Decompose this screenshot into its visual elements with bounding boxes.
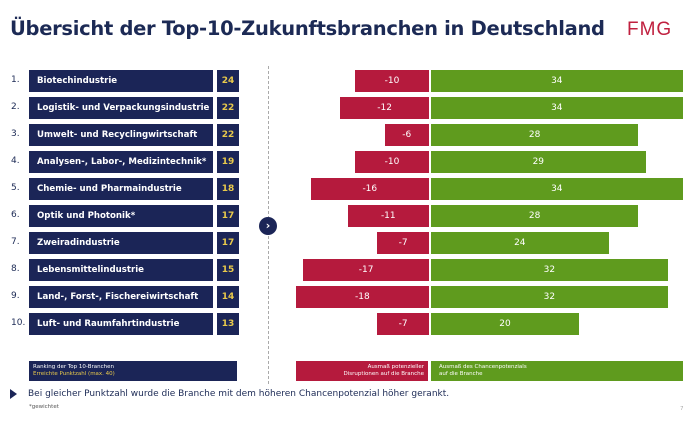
rank-label: 2. — [11, 102, 20, 112]
chart-row: 5. Chemie- und Pharmaindustrie 18 -16 34 — [0, 178, 696, 200]
score-label: 19 — [217, 151, 239, 173]
disruption-bar: -12 — [340, 97, 429, 119]
disruption-bar: -11 — [347, 205, 429, 227]
score-label: 22 — [217, 124, 239, 146]
score-label: 24 — [217, 70, 239, 92]
fmg-logo: FMG — [627, 19, 673, 40]
category-label: Optik und Photonik* — [29, 205, 213, 227]
category-label: Luft- und Raumfahrtindustrie — [29, 313, 213, 335]
legend-opportunity: Ausmaß des Chancenpotenzials auf die Bra… — [431, 361, 683, 381]
bullet-triangle-icon — [10, 389, 17, 399]
category-label: Logistik- und Verpackungsindustrie — [29, 97, 213, 119]
disruption-bar: -18 — [295, 286, 429, 308]
disruption-bar: -6 — [384, 124, 429, 146]
category-label: Lebensmittelindustrie — [29, 259, 213, 281]
opportunity-bar: 24 — [431, 232, 609, 254]
legend-ranking: Ranking der Top 10-Branchen Erreichte Pu… — [29, 361, 237, 381]
rank-label: 9. — [11, 291, 20, 301]
disruption-bar: -16 — [310, 178, 429, 200]
legend-disruption: Ausmaß potenzieller Disruptionen auf die… — [296, 361, 428, 381]
rank-label: 7. — [11, 237, 20, 247]
score-label: 13 — [217, 313, 239, 335]
opportunity-bar: 29 — [431, 151, 646, 173]
score-label: 17 — [217, 232, 239, 254]
disruption-bar: -10 — [355, 70, 429, 92]
disruption-bar: -7 — [377, 313, 429, 335]
rank-label: 3. — [11, 129, 20, 139]
chart-row: 7. Zweiradindustrie 17 -7 24 — [0, 232, 696, 254]
opportunity-bar: 34 — [431, 70, 683, 92]
opportunity-bar: 28 — [431, 124, 639, 146]
category-label: Land-, Forst-, Fischereiwirtschaft — [29, 286, 213, 308]
category-label: Chemie- und Pharmaindustrie — [29, 178, 213, 200]
category-label: Analysen-, Labor-, Medizintechnik* — [29, 151, 213, 173]
category-label: Zweiradindustrie — [29, 232, 213, 254]
chart-row: 9. Land-, Forst-, Fischereiwirtschaft 14 -1… — [0, 286, 696, 308]
opportunity-bar: 32 — [431, 286, 668, 308]
opportunity-bar: 34 — [431, 97, 683, 119]
chart-row: 1. Biotechindustrie 24 -10 34 — [0, 70, 696, 92]
legend-ranking-title: Ranking der Top 10-Branchen — [33, 364, 114, 370]
legend-red-line2: Disruptionen auf die Branche — [343, 371, 425, 377]
chevron-right-icon[interactable]: › — [259, 217, 277, 235]
chart-row: 4. Analysen-, Labor-, Medizintechnik* 19 -1… — [0, 151, 696, 173]
rank-label: 8. — [11, 264, 20, 274]
opportunity-bar: 28 — [431, 205, 639, 227]
chart-row: 6. Optik und Photonik* 17 -11 28 — [0, 205, 696, 227]
chart-row: 2. Logistik- und Verpackungsindustrie 22 -1… — [0, 97, 696, 119]
disruption-bar: -7 — [377, 232, 429, 254]
score-label: 15 — [217, 259, 239, 281]
score-label: 17 — [217, 205, 239, 227]
category-label: Biotechindustrie — [29, 70, 213, 92]
page-title: Übersicht der Top-10-Zukunftsbranchen in… — [10, 17, 605, 40]
rank-label: 4. — [11, 156, 20, 166]
rank-label: 10. — [11, 318, 26, 328]
ranking-note: Bei gleicher Punktzahl wurde die Branche… — [28, 389, 450, 399]
score-label: 14 — [217, 286, 239, 308]
score-label: 18 — [217, 178, 239, 200]
page-number: 7 — [680, 406, 684, 412]
footnote: *gewichtet — [29, 404, 59, 410]
legend-green-line2: auf die Branche — [439, 371, 483, 377]
legend-ranking-subtitle: Erreichte Punktzahl (max. 40) — [33, 371, 115, 377]
category-label: Umwelt- und Recyclingwirtschaft — [29, 124, 213, 146]
opportunity-bar: 20 — [431, 313, 579, 335]
disruption-bar: -10 — [355, 151, 429, 173]
rank-label: 5. — [11, 183, 20, 193]
score-label: 22 — [217, 97, 239, 119]
chart-row: 3. Umwelt- und Recyclingwirtschaft 22 -6 28 — [0, 124, 696, 146]
rank-label: 1. — [11, 75, 20, 85]
chart-row: 10. Luft- und Raumfahrtindustrie 13 -7 20 — [0, 313, 696, 335]
opportunity-bar: 32 — [431, 259, 668, 281]
rank-label: 6. — [11, 210, 20, 220]
opportunity-bar: 34 — [431, 178, 683, 200]
legend-green-line1: Ausmaß des Chancenpotenzials — [439, 364, 527, 370]
chart-row: 8. Lebensmittelindustrie 15 -17 32 — [0, 259, 696, 281]
disruption-bar: -17 — [303, 259, 429, 281]
legend-red-line1: Ausmaß potenzieller — [367, 364, 424, 370]
